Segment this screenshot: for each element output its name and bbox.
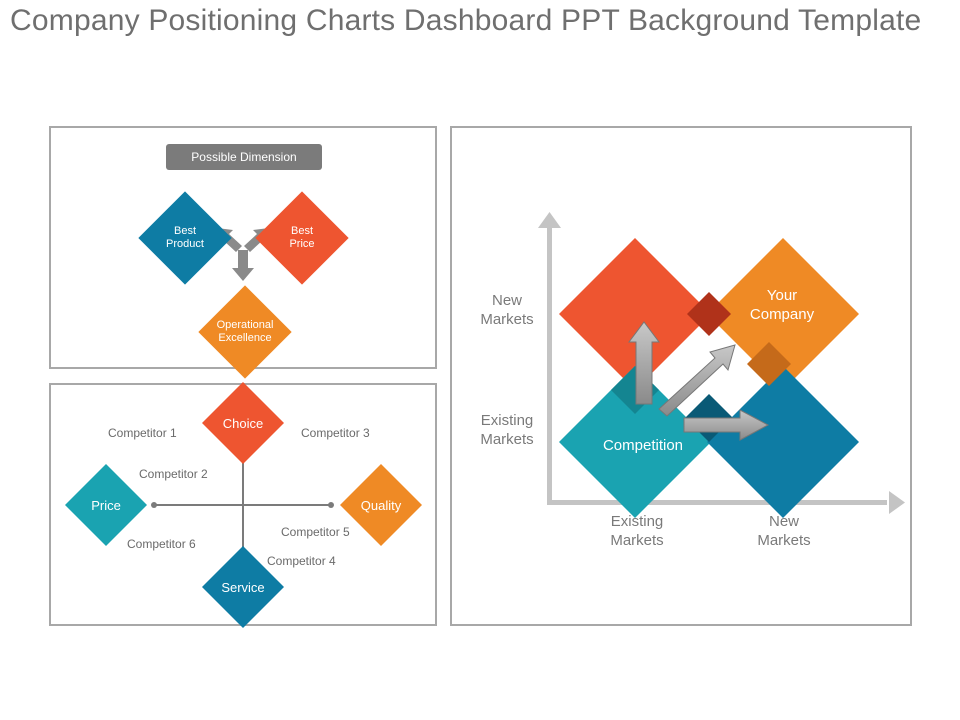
competitor-2-label: Competitor 2: [139, 467, 208, 481]
best-product-label: Best Product: [166, 225, 204, 250]
competitor-5-label: Competitor 5: [281, 525, 350, 539]
y-axis-existing-markets-label: Existing Markets: [480, 412, 534, 448]
competition-label: Competition: [602, 437, 684, 454]
new-new-quadrant: [707, 366, 859, 518]
y-axis-new-markets-label: New Markets: [480, 292, 534, 328]
new-existing-quadrant: [559, 238, 711, 390]
x-axis: [547, 491, 905, 514]
quality-label: Quality: [360, 497, 402, 513]
best-product-diamond: Best Product: [138, 191, 232, 285]
possible-dimension-label: Possible Dimension: [166, 144, 322, 170]
competitor-map-panel: Choice Price Quality Service Competitor …: [49, 381, 437, 629]
choice-label: Choice: [222, 415, 264, 431]
competitor-1-label: Competitor 1: [108, 426, 177, 440]
operational-excellence-diamond: Operational Excellence: [197, 284, 293, 380]
choice-diamond: Choice: [201, 381, 285, 465]
competitor-4-label: Competitor 4: [267, 554, 336, 568]
competitor-6-label: Competitor 6: [127, 537, 196, 551]
positioning-matrix: [538, 212, 905, 518]
overlap-right: [747, 342, 791, 386]
x-axis-existing-markets-label: Existing Markets: [610, 513, 664, 549]
quality-diamond: Quality: [338, 463, 424, 547]
competitor-3-label: Competitor 3: [301, 426, 370, 440]
your-company-quadrant: [707, 238, 859, 390]
arrow-right: [683, 409, 770, 441]
best-price-label: Best Price: [289, 225, 315, 250]
service-diamond: Service: [201, 545, 285, 629]
x-axis-new-markets-label: New Markets: [757, 513, 811, 549]
positioning-panel: New Markets Existing Markets Existing Ma…: [450, 126, 912, 626]
price-diamond: Price: [63, 463, 149, 547]
operational-excellence-label: Operational Excellence: [216, 319, 274, 344]
y-axis: [538, 212, 561, 505]
best-price-diamond: Best Price: [255, 191, 349, 285]
price-label: Price: [91, 497, 121, 513]
arrow-to-operational-excellence: [232, 250, 254, 281]
possible-dimension-panel: Possible Dimension Best Product Best Pri…: [49, 126, 437, 379]
arrow-up: [628, 321, 660, 405]
your-company-label: Your Company: [749, 287, 815, 323]
arrow-diagonal: [658, 344, 736, 417]
overlap-top: [687, 292, 731, 336]
page-title: Company Positioning Charts Dashboard PPT…: [10, 4, 922, 37]
service-label: Service: [221, 579, 265, 595]
